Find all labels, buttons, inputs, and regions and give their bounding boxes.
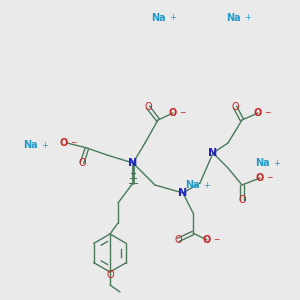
Text: O: O: [238, 195, 246, 205]
Text: O: O: [60, 138, 68, 148]
Text: +: +: [244, 14, 251, 22]
Text: Na: Na: [255, 158, 269, 168]
Text: −: −: [264, 109, 270, 118]
Text: N: N: [178, 188, 188, 198]
Text: Na: Na: [226, 13, 240, 23]
Text: O: O: [203, 235, 211, 245]
Text: N: N: [208, 148, 217, 158]
Text: −: −: [213, 236, 219, 244]
Text: +: +: [273, 158, 280, 167]
Text: O: O: [144, 102, 152, 112]
Text: +: +: [41, 140, 48, 149]
Text: Na: Na: [151, 13, 165, 23]
Text: Na: Na: [185, 180, 199, 190]
Text: N: N: [128, 158, 138, 168]
Text: O: O: [78, 158, 86, 168]
Text: −: −: [70, 139, 76, 148]
Text: −: −: [266, 173, 272, 182]
Text: Na: Na: [23, 140, 37, 150]
Text: O: O: [231, 102, 239, 112]
Text: O: O: [256, 173, 264, 183]
Text: +: +: [169, 14, 176, 22]
Text: +: +: [203, 181, 210, 190]
Text: O: O: [174, 235, 182, 245]
Text: O: O: [106, 270, 114, 280]
Text: O: O: [254, 108, 262, 118]
Text: O: O: [169, 108, 177, 118]
Text: −: −: [179, 109, 185, 118]
